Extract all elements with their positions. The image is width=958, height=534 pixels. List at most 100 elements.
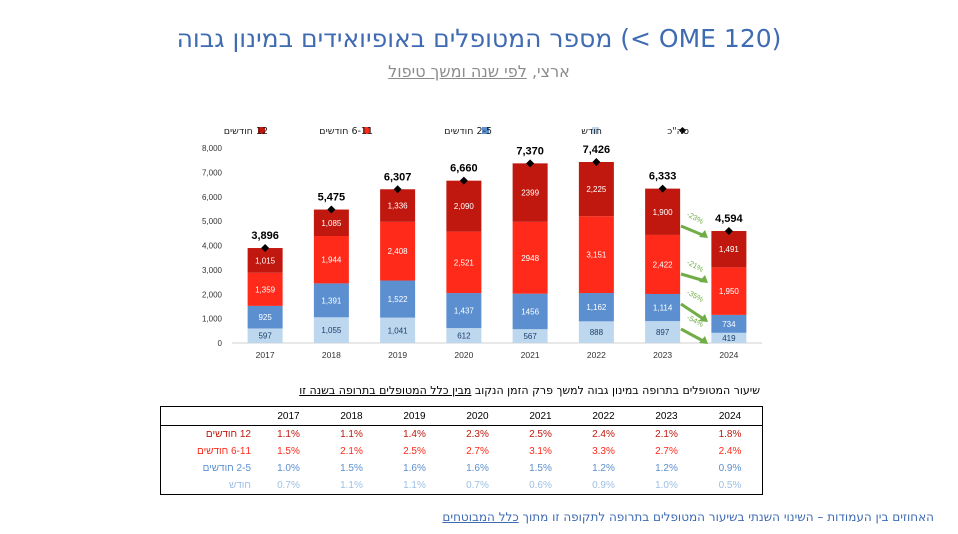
table-cell: 2.5% [403, 446, 426, 457]
subtitle-prefix: ארצי, [531, 62, 570, 81]
data-label: 2,422 [653, 260, 674, 269]
total-marker [261, 244, 270, 253]
x-tick-label: 2024 [719, 350, 738, 360]
table-cell: 1.5% [277, 446, 300, 457]
table-cell: 3.3% [592, 446, 615, 457]
table-cell: 0.9% [592, 480, 615, 491]
total-label: 7,370 [516, 145, 544, 157]
table-year-header: 2023 [635, 406, 698, 426]
table-cell: 1.4% [403, 429, 426, 440]
table-cell: 1.6% [466, 463, 489, 474]
data-label: 734 [722, 320, 736, 329]
table-caption-prefix: שיעור המטופלים בתרופה במינון גבוה למשך פ… [474, 384, 760, 397]
table-cell: 2.7% [466, 446, 489, 457]
bar-segment [578, 161, 614, 217]
data-label: 888 [590, 328, 604, 337]
data-label: 1,359 [255, 285, 276, 294]
footnote-text: האחוזים בין העמודות – השינוי השנתי בשיעו… [522, 510, 934, 524]
table-year-header: 2024 [698, 406, 763, 426]
footnote-link[interactable]: כלל המבוטחים [442, 510, 519, 524]
total-label: 6,307 [384, 171, 412, 183]
data-label: 1,491 [719, 245, 740, 254]
x-tick-label: 2022 [587, 350, 606, 360]
data-label: 1,522 [388, 295, 409, 304]
total-marker [459, 176, 468, 185]
data-label: 2,521 [454, 258, 475, 267]
bar-segment [380, 317, 416, 343]
data-label: 1,950 [719, 287, 740, 296]
x-tick-label: 2017 [256, 350, 275, 360]
rates-table: 2017 2018 2019 2020 2021 2022 2023 2024 12 חודש… [160, 406, 763, 495]
bar-segment [645, 188, 681, 235]
bar-segment [247, 248, 283, 273]
data-label: 925 [258, 313, 272, 322]
data-label: 2,225 [586, 185, 607, 194]
total-marker [526, 159, 535, 168]
bar-segment [512, 329, 548, 343]
table-cell: 2.5% [529, 429, 552, 440]
y-tick-label: 5,000 [202, 217, 223, 226]
data-label: 597 [258, 332, 272, 341]
bar-segment [645, 234, 681, 294]
legend-swatch [363, 127, 370, 134]
table-cell: 2.1% [340, 446, 363, 457]
data-label: 1456 [521, 307, 539, 316]
total-marker [724, 227, 733, 236]
data-label: 3,151 [586, 251, 607, 260]
table-year-header: 2017 [257, 406, 320, 426]
data-label: 1,041 [388, 326, 409, 335]
legend-label: 2-5 חודשים [444, 126, 492, 137]
bar-segment [711, 267, 747, 315]
total-label: 6,660 [450, 163, 478, 175]
total-label: 6,333 [649, 171, 677, 183]
data-label: 1,336 [388, 202, 409, 211]
data-label: 567 [523, 332, 537, 341]
table-cell: 1.1% [340, 480, 363, 491]
bar-segment [578, 321, 614, 343]
data-label: 2948 [521, 254, 539, 263]
data-label: 1,944 [321, 256, 342, 265]
y-tick-label: 4,000 [202, 242, 223, 251]
table-cell: 1.8% [718, 429, 742, 440]
y-tick-label: 2,000 [202, 290, 223, 299]
bar-segment [313, 317, 349, 343]
bar-segment [380, 221, 416, 281]
bar-segment [578, 293, 614, 322]
table-year-header: 2021 [509, 406, 572, 426]
page-subtitle: ארצי, לפי שנה ומשך טיפול [0, 62, 958, 81]
table-cell: 2.1% [655, 429, 678, 440]
subtitle-link[interactable]: לפי שנה ומשך טיפול [388, 62, 527, 81]
data-label: 2,408 [388, 247, 409, 256]
total-label: 7,426 [583, 144, 611, 156]
table-cell: 1.0% [277, 463, 300, 474]
bar-segment [711, 314, 747, 333]
table-cell: 2.3% [466, 429, 489, 440]
table-cell: 1.5% [340, 463, 363, 474]
bar-segment [512, 163, 548, 222]
table-year-header: 2022 [572, 406, 635, 426]
change-arrowhead [699, 314, 708, 322]
total-marker [658, 184, 667, 193]
change-arrowhead [699, 275, 708, 283]
bar-segment [512, 293, 548, 330]
bar-segment [313, 209, 349, 236]
change-annotation: -21% [685, 258, 705, 274]
total-label: 3,896 [251, 230, 279, 242]
bar-segment [578, 216, 614, 294]
table-cell: 1.1% [340, 429, 363, 440]
data-label: 1,437 [454, 307, 475, 316]
bar-segment [446, 180, 482, 232]
stacked-bar-chart: 0 1,000 2,000 3,000 4,000 5,000 6,000 7,000 8,00… [202, 126, 762, 360]
change-arrow [680, 224, 706, 238]
bar-segment [711, 332, 747, 343]
bar-segment [247, 328, 283, 343]
change-arrowhead [699, 230, 708, 238]
y-tick-label: 6,000 [202, 193, 223, 202]
data-label: 1,085 [321, 219, 342, 228]
table-row: 6-11 חודשים 1.5% 2.1% 2.5% 2.7% 3.1% 3.3% 2.7% 2… [161, 443, 763, 460]
legend-swatch [482, 127, 489, 134]
y-tick-label: 7,000 [202, 168, 223, 177]
data-label: 1,055 [321, 326, 342, 335]
table-cell: 2.7% [655, 446, 678, 457]
table-cell: 1.0% [655, 480, 678, 491]
